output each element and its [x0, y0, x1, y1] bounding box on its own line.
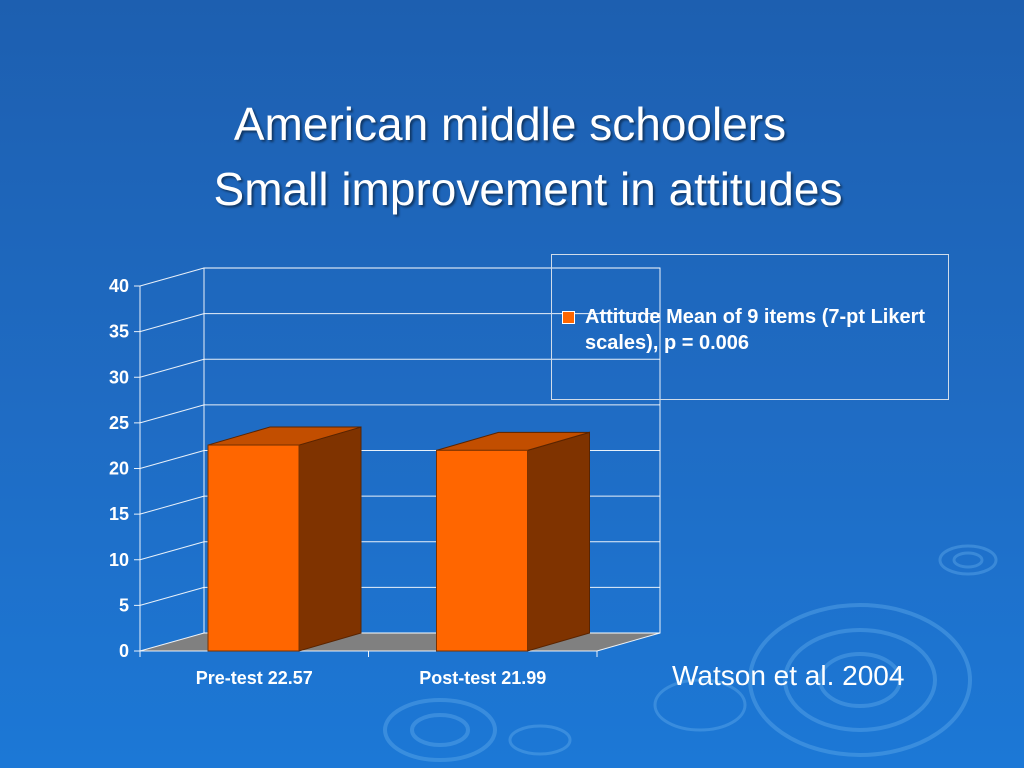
y-tick-label: 5 — [119, 595, 129, 615]
x-category-label: Post-test 21.99 — [419, 668, 546, 688]
chart-bars — [207, 426, 590, 652]
gridline-side — [139, 404, 205, 424]
bar-1 — [207, 426, 362, 652]
bar-front — [436, 449, 528, 652]
gridline-side — [139, 495, 205, 515]
y-tick-label: 25 — [109, 413, 129, 433]
y-tick-label: 10 — [109, 550, 129, 570]
y-tick-label: 20 — [109, 459, 129, 479]
gridline-side — [139, 358, 205, 378]
bar-front — [207, 444, 300, 652]
gridline-side — [139, 632, 205, 652]
legend-swatch — [562, 311, 575, 324]
y-axis-ticks: 0 5 10 15 20 25 30 35 40 — [109, 276, 140, 661]
slide-title-line1: American middle schoolers — [233, 98, 787, 150]
gridline-side — [139, 450, 205, 469]
bar-side — [527, 431, 590, 652]
chart-gridlines — [139, 267, 660, 652]
citation-text: Watson et al. 2004 — [672, 660, 905, 691]
y-tick-label: 35 — [109, 322, 129, 342]
y-tick-label: 40 — [109, 276, 129, 296]
floor-edge-right — [596, 632, 661, 652]
x-axis-labels: Pre-test 22.57 Post-test 21.99 — [139, 651, 598, 688]
gridline-side — [139, 541, 205, 561]
gridline-side — [139, 586, 205, 606]
bar-2 — [436, 431, 590, 652]
bar-side — [298, 426, 362, 652]
y-tick-label: 0 — [119, 641, 129, 661]
gridline-side — [139, 267, 205, 287]
gridline-side — [139, 313, 205, 333]
slide-title-line2: Small improvement in attitudes — [213, 163, 843, 215]
chart-legend: Attitude Mean of 9 items (7-pt Likert sc… — [551, 254, 949, 400]
x-category-label: Pre-test 22.57 — [196, 668, 313, 688]
legend-label: Attitude Mean of 9 items (7-pt Likert sc… — [585, 306, 926, 354]
y-tick-label: 30 — [109, 367, 129, 387]
y-tick-label: 15 — [109, 504, 129, 524]
